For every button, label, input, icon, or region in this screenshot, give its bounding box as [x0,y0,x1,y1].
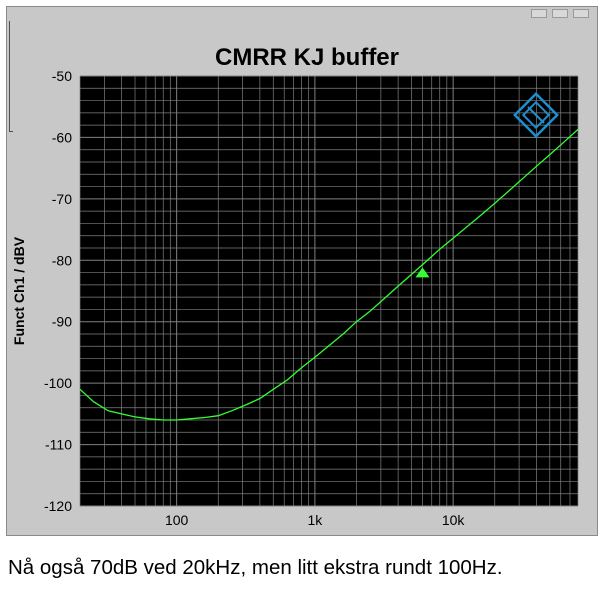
y-tick-label: -50 [52,68,72,84]
chart: CMRR KJ buffer -50 -60 -70 -80 -90 -100 -110 -1… [11,44,579,528]
y-tick-label: -110 [45,437,72,453]
plot-area [80,76,578,506]
y-axis-label: Funct Ch1 / dBV [11,236,27,345]
grid [79,75,579,507]
y-tick-label: -100 [44,375,72,391]
x-tick-label: 1k [307,512,323,528]
frame-edge [9,21,13,132]
x-tick-label: 100 [165,512,189,528]
restore-button[interactable] [552,9,568,18]
y-tick-label: -80 [52,252,72,268]
y-tick-label: -120 [44,498,72,514]
minimize-button[interactable] [531,9,547,18]
x-tick-label: 10k [442,512,466,528]
y-tick-label: -90 [52,314,72,330]
caption: Nå også 70dB ved 20kHz, men litt ekstra … [8,556,503,579]
window-controls [531,9,589,19]
close-button[interactable] [573,9,589,18]
series-line [79,128,579,421]
rohde-schwarz-logo-icon [513,92,559,138]
y-tick-label: -70 [52,191,72,207]
trace-marker [415,267,430,278]
y-tick-label: -60 [52,129,72,145]
axis-ticks: -50 -60 -70 -80 -90 -100 -110 -120 100 1k 10k [44,68,465,528]
chart-title: CMRR KJ buffer [215,44,399,71]
